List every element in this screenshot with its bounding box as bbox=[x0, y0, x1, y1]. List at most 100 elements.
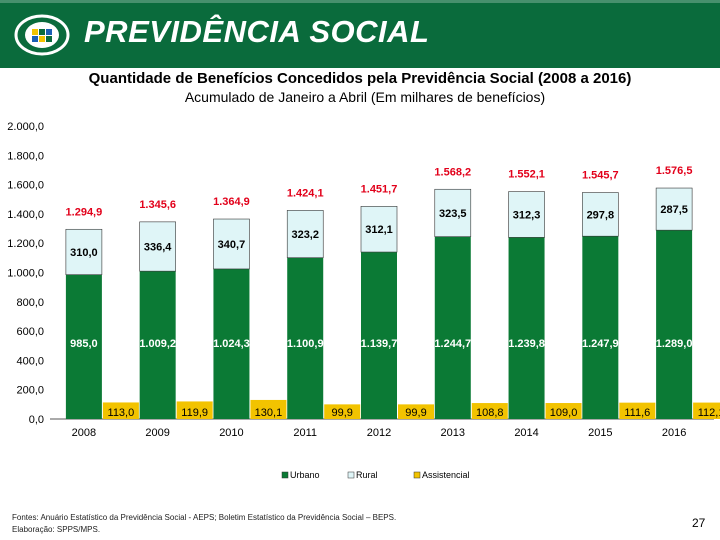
bar-urbano bbox=[65, 274, 102, 419]
y-tick-label: 400,0 bbox=[16, 355, 44, 367]
total-value-label: 1.451,7 bbox=[361, 183, 398, 195]
bar-rural bbox=[286, 210, 324, 259]
bar-assistencial bbox=[102, 402, 139, 419]
rural-value-label: 336,4 bbox=[144, 242, 172, 254]
legend-label: Urbano bbox=[290, 470, 320, 480]
sources-text: Fontes: Anuário Estatístico da Previdênc… bbox=[12, 513, 397, 522]
assistencial-value-label: 111,6 bbox=[624, 407, 650, 419]
y-tick-label: 2.000,0 bbox=[7, 121, 44, 133]
rural-value-label: 323,5 bbox=[439, 208, 467, 220]
legend-swatch bbox=[413, 471, 421, 479]
bar-assistencial bbox=[324, 404, 361, 419]
urbano-value-label: 1.139,7 bbox=[361, 338, 398, 350]
bar-assistencial bbox=[250, 399, 287, 419]
rural-value-label: 287,5 bbox=[660, 204, 688, 216]
urbano-value-label: 1.009,2 bbox=[139, 338, 176, 350]
y-tick-label: 1.600,0 bbox=[7, 180, 44, 192]
rural-value-label: 297,8 bbox=[587, 209, 615, 221]
bar-assistencial bbox=[545, 403, 582, 419]
previdencia-logo-icon bbox=[14, 14, 70, 56]
total-value-label: 1.345,6 bbox=[139, 199, 176, 211]
rural-value-label: 312,3 bbox=[513, 209, 541, 221]
bar-assistencial bbox=[619, 402, 656, 419]
assistencial-value-label: 109,0 bbox=[550, 407, 578, 419]
bar-rural bbox=[65, 228, 103, 275]
bar-assistencial bbox=[471, 403, 508, 419]
bar-assistencial bbox=[176, 401, 213, 419]
x-category-label: 2010 bbox=[219, 427, 243, 439]
x-category-label: 2011 bbox=[293, 427, 317, 439]
bar-urbano bbox=[139, 271, 176, 419]
x-category-label: 2014 bbox=[514, 427, 538, 439]
y-tick-label: 200,0 bbox=[16, 385, 44, 397]
bar-rural bbox=[508, 191, 545, 238]
rural-value-label: 323,2 bbox=[291, 229, 319, 241]
bar-urbano bbox=[287, 257, 324, 419]
total-value-label: 1.552,1 bbox=[508, 169, 545, 181]
legend-label: Rural bbox=[356, 470, 378, 480]
rural-value-label: 340,7 bbox=[218, 239, 246, 251]
bar-urbano bbox=[213, 268, 250, 419]
bar-rural bbox=[139, 221, 176, 272]
x-category-label: 2015 bbox=[588, 427, 612, 439]
y-tick-label: 1.800,0 bbox=[7, 150, 44, 162]
assistencial-value-label: 119,9 bbox=[181, 407, 208, 419]
stacked-bar-chart: 0,0 200,0 400,0 600,0 800,0 1.000,0 1.200,0 1.4… bbox=[7, 121, 720, 480]
bar-urbano bbox=[361, 252, 397, 419]
bar-assistencial bbox=[693, 402, 720, 419]
assistencial-value-label: 113,0 bbox=[108, 407, 135, 419]
legend-swatch bbox=[281, 471, 289, 479]
urbano-value-label: 1.024,3 bbox=[213, 338, 250, 350]
elaboration-text: Elaboração: SPPS/MPS. bbox=[12, 525, 101, 534]
rural-value-label: 310,0 bbox=[70, 247, 98, 259]
y-tick-label: 1.200,0 bbox=[7, 238, 44, 250]
assistencial-value-label: 99,9 bbox=[332, 407, 353, 419]
y-tick-label: 0,0 bbox=[29, 414, 44, 426]
legend-label: Assistencial bbox=[422, 470, 470, 480]
bar-urbano bbox=[434, 236, 471, 419]
bar-urbano bbox=[508, 237, 545, 419]
page-number: 27 bbox=[692, 516, 706, 530]
y-tick-label: 800,0 bbox=[16, 297, 44, 309]
total-value-label: 1.364,9 bbox=[213, 196, 250, 208]
assistencial-value-label: 99,9 bbox=[405, 407, 426, 419]
bar-rural bbox=[213, 218, 250, 270]
header-bar: PREVIDÊNCIA SOCIAL bbox=[0, 0, 720, 68]
bar-assistencial bbox=[398, 404, 434, 419]
urbano-value-label: 1.239,8 bbox=[508, 338, 545, 350]
x-category-label: 2013 bbox=[441, 427, 465, 439]
assistencial-value-label: 108,8 bbox=[476, 407, 504, 419]
bar-urbano bbox=[582, 236, 619, 419]
bar-rural bbox=[360, 206, 398, 253]
total-value-label: 1.545,7 bbox=[582, 170, 619, 182]
total-value-label: 1.576,5 bbox=[656, 165, 693, 177]
chart-title: Quantidade de Benefícios Concedidos pela… bbox=[88, 70, 632, 87]
assistencial-value-label: 112,1 bbox=[698, 407, 720, 419]
x-category-label: 2016 bbox=[662, 427, 686, 439]
x-category-label: 2012 bbox=[367, 427, 391, 439]
urbano-value-label: 1.244,7 bbox=[434, 338, 471, 350]
total-value-label: 1.294,9 bbox=[66, 206, 103, 218]
legend-swatch bbox=[347, 471, 355, 479]
total-value-label: 1.568,2 bbox=[434, 166, 471, 178]
y-tick-label: 1.000,0 bbox=[7, 268, 44, 280]
y-tick-label: 1.400,0 bbox=[7, 209, 44, 221]
assistencial-value-label: 130,1 bbox=[255, 407, 283, 419]
brand-title: PREVIDÊNCIA SOCIAL bbox=[84, 14, 430, 49]
bar-urbano bbox=[656, 230, 693, 419]
urbano-value-label: 1.247,9 bbox=[582, 338, 619, 350]
bar-rural bbox=[434, 188, 472, 237]
bar-rural bbox=[582, 192, 619, 237]
rural-value-label: 312,1 bbox=[365, 224, 393, 236]
footer-sources: Fontes: Anuário Estatístico da Previdênc… bbox=[12, 512, 396, 536]
x-category-label: 2009 bbox=[145, 427, 169, 439]
urbano-value-label: 1.100,9 bbox=[287, 338, 324, 350]
urbano-value-label: 985,0 bbox=[70, 338, 98, 350]
chart-subtitle: Acumulado de Janeiro a Abril (Em milhare… bbox=[184, 89, 546, 105]
x-category-label: 2008 bbox=[72, 427, 96, 439]
y-tick-label: 600,0 bbox=[16, 326, 44, 338]
header-stripe bbox=[0, 0, 720, 3]
bar-rural bbox=[655, 187, 693, 231]
urbano-value-label: 1.289,0 bbox=[656, 338, 693, 350]
total-value-label: 1.424,1 bbox=[287, 187, 324, 199]
